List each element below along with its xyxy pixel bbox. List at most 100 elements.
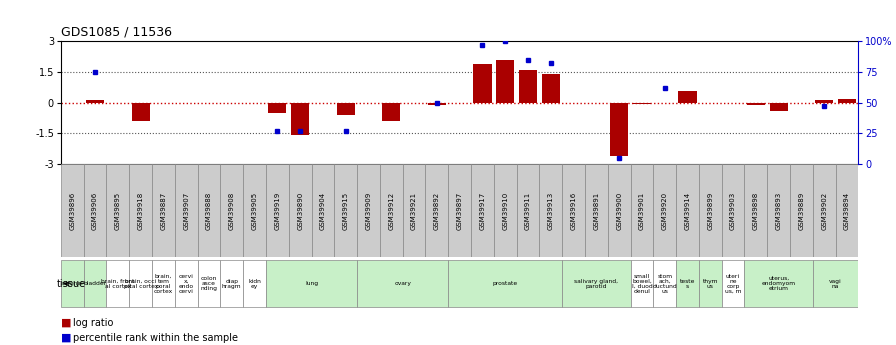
Text: diap
hragm: diap hragm [222,279,242,289]
Bar [243,260,266,307]
Text: uteri
ne
corp
us, m: uteri ne corp us, m [725,274,741,294]
Bar [268,103,287,113]
Bar [539,164,562,257]
Bar [494,164,517,257]
Bar [678,91,696,103]
Text: tissue: tissue [56,279,86,289]
Bar [813,164,836,257]
Bar [790,164,813,257]
Text: prostate: prostate [493,281,518,286]
Bar [721,164,745,257]
Bar [107,260,129,307]
Bar [542,74,560,103]
Bar [653,164,676,257]
Bar [198,164,220,257]
Bar [83,164,107,257]
Bar [132,103,150,121]
Text: colon
asce
nding: colon asce nding [201,276,218,291]
Bar [562,164,585,257]
Bar [289,164,312,257]
Text: GSM39893: GSM39893 [776,191,781,229]
Bar [175,260,198,307]
Text: GSM39906: GSM39906 [92,191,98,229]
Bar [610,103,628,156]
Bar [770,103,788,111]
Text: GSM39889: GSM39889 [798,191,805,229]
Text: GSM39888: GSM39888 [206,191,212,229]
Bar [402,164,426,257]
Text: GSM39897: GSM39897 [457,191,462,229]
Bar [107,164,129,257]
Text: GSM39917: GSM39917 [479,191,486,229]
Text: GSM39918: GSM39918 [138,191,143,229]
Bar [519,70,537,103]
Bar [699,164,721,257]
Text: GSM39909: GSM39909 [366,191,372,229]
Bar [633,103,651,104]
Bar [129,164,152,257]
Bar [813,260,858,307]
Bar [653,260,676,307]
Bar [745,260,813,307]
Text: GSM39891: GSM39891 [593,191,599,229]
Text: GSM39919: GSM39919 [274,191,280,229]
Text: brain, front
al cortex: brain, front al cortex [101,279,134,289]
Text: salivary gland,
parotid: salivary gland, parotid [574,279,618,289]
Bar [220,164,243,257]
Bar [129,260,152,307]
Bar [838,99,856,103]
Bar [607,164,631,257]
Bar [745,164,767,257]
Bar [585,164,607,257]
Text: brain, occi
pital cortex: brain, occi pital cortex [124,279,158,289]
Bar [175,164,198,257]
Bar [496,60,514,103]
Text: GSM39895: GSM39895 [115,191,121,229]
Text: GSM39912: GSM39912 [388,191,394,229]
Bar [426,164,448,257]
Bar [198,260,220,307]
Text: GSM39921: GSM39921 [411,191,417,229]
Bar [358,260,448,307]
Text: kidn
ey: kidn ey [248,279,261,289]
Text: GSM39892: GSM39892 [434,191,440,229]
Text: GSM39904: GSM39904 [320,191,326,229]
Text: GDS1085 / 11536: GDS1085 / 11536 [61,26,172,39]
Bar [562,260,631,307]
Bar [337,103,355,115]
Text: GSM39890: GSM39890 [297,191,303,229]
Text: log ratio: log ratio [73,318,114,327]
Text: GSM39896: GSM39896 [69,191,75,229]
Text: small
bowel,
I, duod
denul: small bowel, I, duod denul [632,274,652,294]
Bar [152,260,175,307]
Text: GSM39905: GSM39905 [252,191,257,229]
Bar [836,164,858,257]
Bar [767,164,790,257]
Text: percentile rank within the sample: percentile rank within the sample [73,333,238,343]
Bar [699,260,721,307]
Text: GSM39920: GSM39920 [662,191,668,229]
Text: lung: lung [305,281,318,286]
Bar [220,260,243,307]
Text: GSM39901: GSM39901 [639,191,645,229]
Bar [291,103,309,135]
Bar [631,260,653,307]
Text: GSM39913: GSM39913 [547,191,554,229]
Text: GSM39914: GSM39914 [685,191,691,229]
Text: bladder: bladder [83,281,107,286]
Text: GSM39894: GSM39894 [844,191,850,229]
Bar [448,164,471,257]
Bar [312,164,334,257]
Bar [334,164,358,257]
Text: ■: ■ [61,318,72,327]
Text: GSM39916: GSM39916 [571,191,576,229]
Text: vagi
na: vagi na [829,279,842,289]
Text: ovary: ovary [394,281,411,286]
Bar [471,164,494,257]
Text: stom
ach,
ductund
us: stom ach, ductund us [652,274,677,294]
Text: ■: ■ [61,333,72,343]
Bar [152,164,175,257]
Text: teste
s: teste s [680,279,695,289]
Text: GSM39898: GSM39898 [753,191,759,229]
Bar [473,64,492,103]
